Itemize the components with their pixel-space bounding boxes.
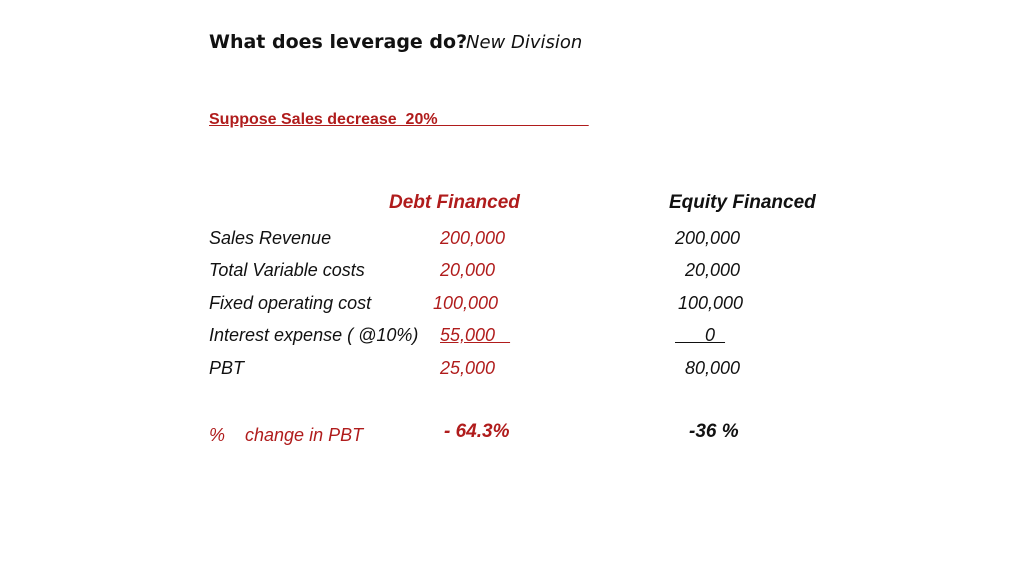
- row-label: Total Variable costs: [209, 260, 365, 280]
- slide-title: What does leverage do?: [209, 31, 468, 53]
- row-equity-value: 0: [675, 325, 726, 345]
- row-debt-value: 100,000: [433, 293, 499, 313]
- column-header-equity: Equity Financed: [669, 192, 816, 213]
- row-debt-value: 20,000: [440, 260, 496, 280]
- row-equity-value: 200,000: [675, 228, 741, 248]
- row-equity-value: 80,000: [675, 358, 741, 378]
- pct-change-debt: - 64.3%: [444, 421, 510, 442]
- slide-subtitle: New Division: [466, 32, 583, 53]
- row-label: Interest expense ( @10%): [209, 325, 419, 345]
- row-label: Sales Revenue: [209, 228, 332, 248]
- premise-text: Suppose Sales decrease 20%: [209, 111, 589, 128]
- row-label: PBT: [209, 358, 245, 378]
- pct-change-label: % change in PBT: [209, 425, 364, 445]
- column-header-debt: Debt Financed: [389, 192, 520, 213]
- row-debt-value: 200,000: [440, 228, 506, 248]
- row-label: Fixed operating cost: [209, 293, 372, 313]
- row-debt-value: 25,000: [440, 358, 496, 378]
- pct-change-equity: -36 %: [689, 421, 739, 442]
- row-equity-value: 20,000: [675, 260, 741, 280]
- row-equity-value: 100,000: [678, 293, 744, 313]
- row-debt-value: 55,000: [440, 325, 511, 345]
